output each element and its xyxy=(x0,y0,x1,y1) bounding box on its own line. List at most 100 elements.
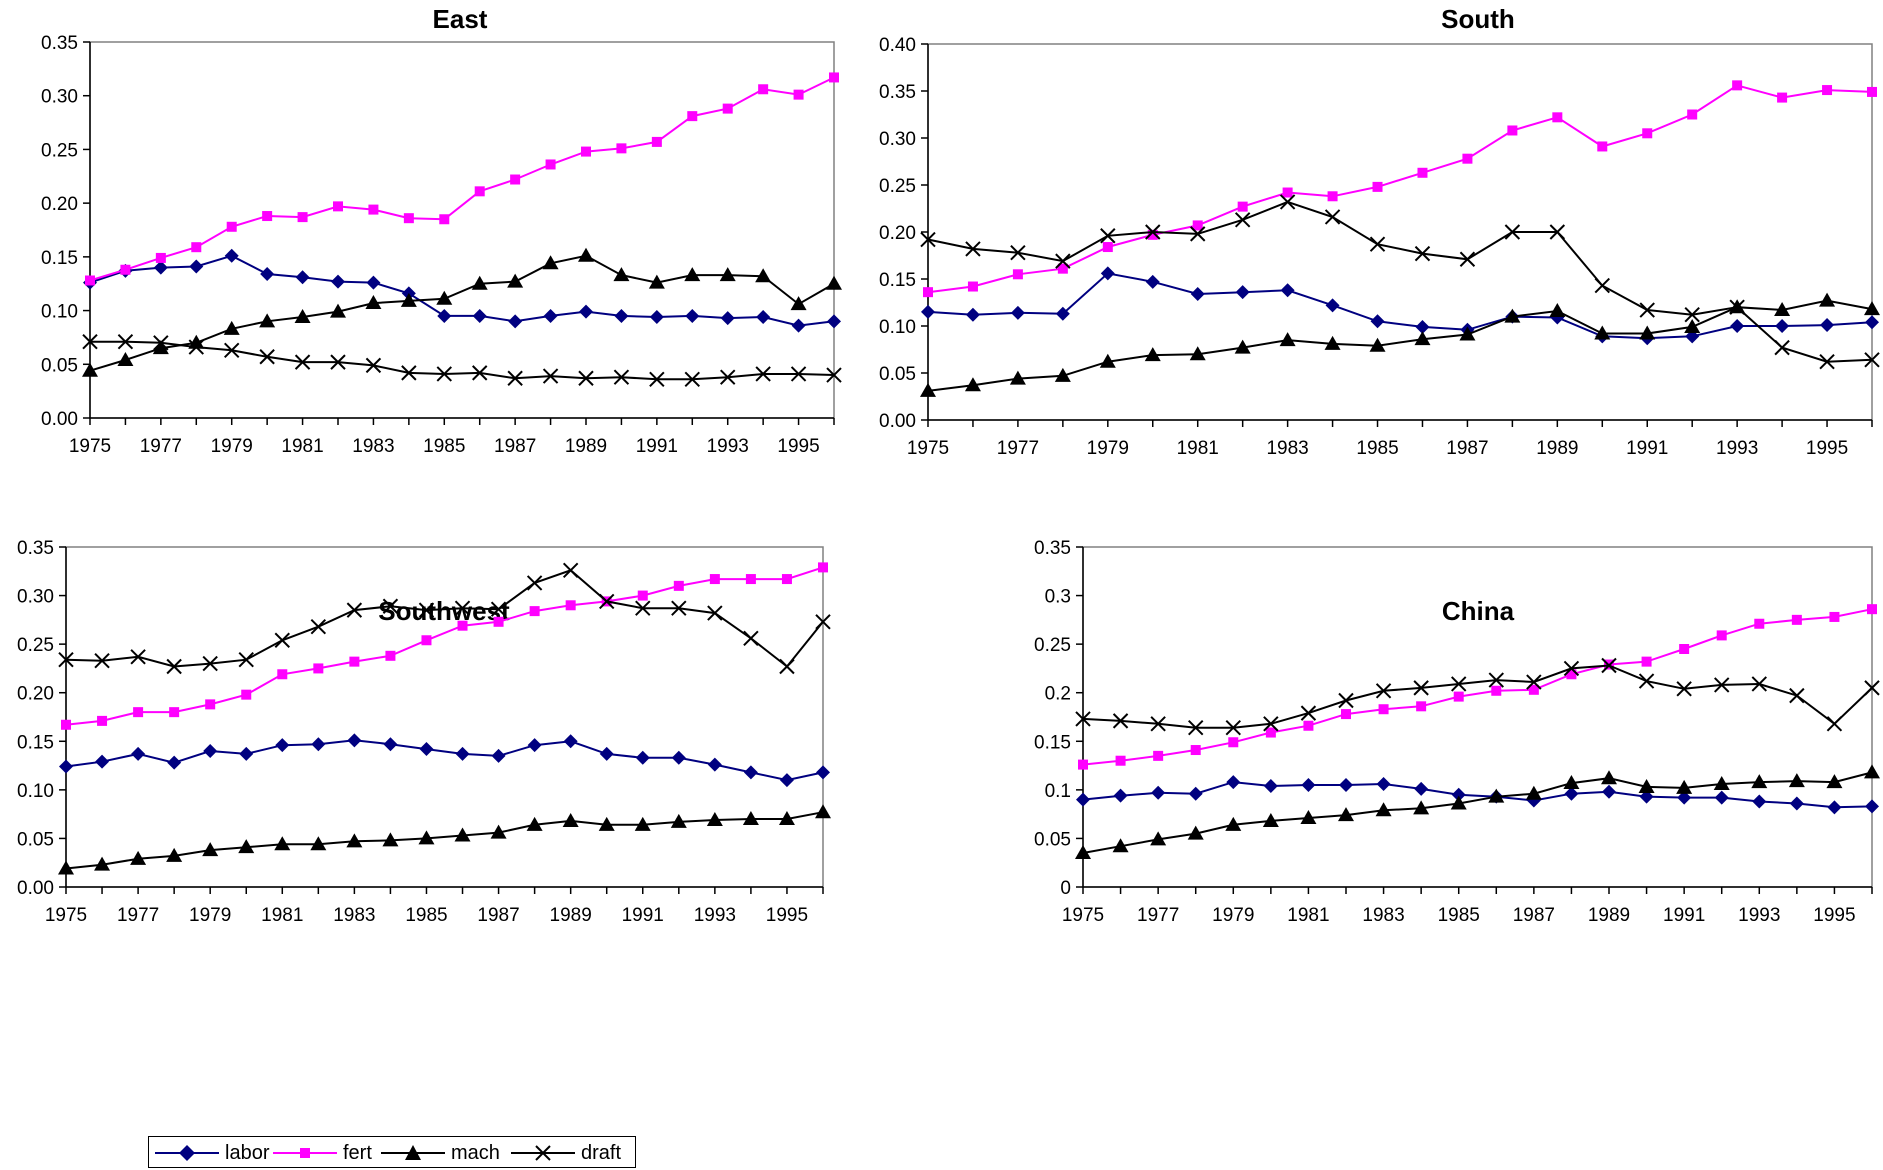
data-point-labor xyxy=(1370,314,1385,329)
x-tick-label: 1985 xyxy=(405,905,447,926)
data-point-mach xyxy=(238,839,255,854)
data-point-fert xyxy=(262,211,273,222)
data-point-draft xyxy=(188,339,204,355)
data-point-mach xyxy=(815,804,831,819)
data-point-fert xyxy=(1416,701,1427,712)
y-tick-label: 0.35 xyxy=(41,33,78,54)
data-point-mach xyxy=(1504,308,1521,323)
data-point-mach xyxy=(790,296,807,311)
data-point-draft xyxy=(294,354,311,370)
data-point-draft xyxy=(1100,228,1116,244)
data-point-fert xyxy=(709,574,720,585)
data-point-labor xyxy=(1010,305,1025,320)
x-tick-label: 1975 xyxy=(1062,905,1104,926)
data-point-mach xyxy=(1189,346,1206,361)
data-point-draft xyxy=(1488,672,1504,688)
data-point-mach xyxy=(330,303,346,318)
data-point-mach xyxy=(1684,318,1701,333)
data-point-draft xyxy=(1601,657,1617,674)
data-point-fert xyxy=(120,264,131,275)
data-point-labor xyxy=(1827,800,1842,815)
data-point-fert xyxy=(581,146,591,157)
legend-label-labor: labor xyxy=(225,1142,270,1164)
data-point-labor xyxy=(1263,778,1278,793)
data-point-fert xyxy=(313,663,324,674)
series-fert xyxy=(923,80,1877,298)
data-point-mach xyxy=(1713,776,1730,791)
data-point-mach xyxy=(1601,770,1617,785)
data-point-mach xyxy=(1369,337,1386,352)
data-point-fert xyxy=(1716,630,1727,641)
data-point-mach xyxy=(346,833,363,848)
legend-swatch-mach xyxy=(381,1145,445,1160)
data-point-draft xyxy=(1451,676,1467,692)
data-point-mach xyxy=(454,827,471,842)
data-point-draft xyxy=(1010,244,1026,261)
x-tick-label: 1975 xyxy=(907,438,949,459)
data-point-draft xyxy=(1549,224,1566,240)
data-point-labor xyxy=(1076,792,1090,807)
data-point-fert xyxy=(1153,750,1164,761)
data-point-fert xyxy=(1829,611,1840,622)
x-tick-label: 1995 xyxy=(766,905,808,926)
y-tick-label: 0.05 xyxy=(17,829,54,850)
data-point-labor xyxy=(275,738,290,753)
data-point-fert xyxy=(1057,263,1068,274)
y-tick-label: 0.05 xyxy=(1034,829,1071,850)
x-tick-label: 1975 xyxy=(69,436,111,457)
data-point-mach xyxy=(1112,838,1129,853)
data-point-fert xyxy=(349,656,360,667)
data-point-mach xyxy=(382,832,399,847)
data-point-mach xyxy=(1054,367,1071,382)
data-point-fert xyxy=(403,213,414,224)
data-point-fert xyxy=(1372,181,1383,192)
y-tick-label: 0.25 xyxy=(41,140,78,161)
data-point-draft xyxy=(599,593,615,610)
data-point-mach xyxy=(1338,807,1354,822)
series-mach xyxy=(920,292,1880,397)
y-tick-label: 0.20 xyxy=(17,684,54,705)
series-line-mach xyxy=(65,811,824,870)
data-point-fert xyxy=(1012,269,1023,280)
data-point-fert xyxy=(1453,691,1464,702)
data-point-draft xyxy=(1714,677,1730,693)
data-point-fert xyxy=(333,201,343,212)
series-draft xyxy=(1075,657,1880,736)
data-point-labor xyxy=(1055,306,1070,321)
data-point-draft xyxy=(684,371,700,388)
data-point-fert xyxy=(1303,720,1314,731)
series-line-mach xyxy=(1082,771,1873,854)
data-point-mach xyxy=(223,320,240,335)
data-point-mach xyxy=(634,816,651,831)
data-point-labor xyxy=(491,748,506,763)
x-tick-label: 1981 xyxy=(1177,438,1219,459)
data-point-labor xyxy=(1280,283,1295,298)
y-tick-label: 0.00 xyxy=(41,409,78,430)
data-point-draft xyxy=(1225,719,1241,736)
data-point-fert xyxy=(529,606,540,617)
y-tick-label: 0.25 xyxy=(879,176,916,197)
data-point-draft xyxy=(1338,692,1354,709)
data-point-labor xyxy=(527,738,542,753)
data-point-draft xyxy=(166,658,182,675)
data-point-draft xyxy=(1112,713,1129,729)
data-point-labor xyxy=(331,274,345,289)
x-tick-label: 1989 xyxy=(565,436,607,457)
data-point-labor xyxy=(95,754,110,769)
data-point-draft xyxy=(1864,680,1880,696)
data-point-fert xyxy=(1102,242,1113,253)
data-point-labor xyxy=(707,757,722,772)
chart-title: East xyxy=(433,4,488,34)
data-point-mach xyxy=(1638,778,1655,793)
data-point-labor xyxy=(816,765,830,780)
data-point-draft xyxy=(1563,660,1580,677)
data-point-draft xyxy=(1789,687,1805,704)
series-line-fert xyxy=(1082,608,1873,766)
data-point-fert xyxy=(673,580,684,591)
data-point-labor xyxy=(671,750,686,765)
data-point-fert xyxy=(241,689,252,700)
data-point-fert xyxy=(97,715,108,726)
y-tick-label: 0.15 xyxy=(879,270,916,291)
data-point-mach xyxy=(294,309,311,324)
data-point-labor xyxy=(295,270,310,285)
